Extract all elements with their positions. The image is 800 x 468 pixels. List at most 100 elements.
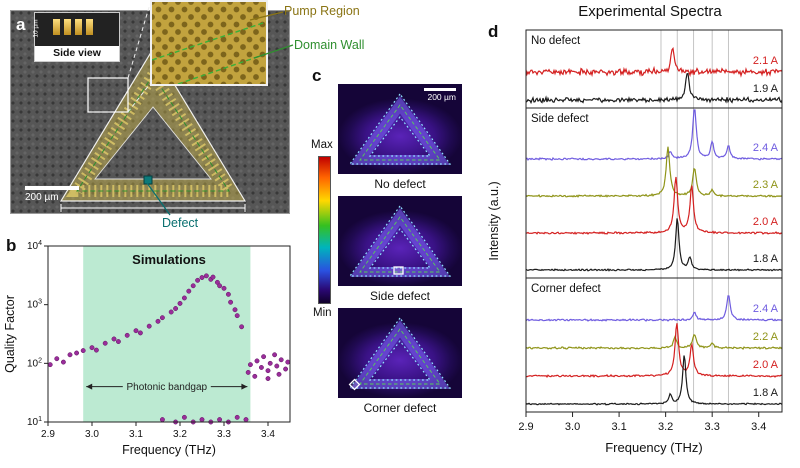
quality-factor-chart: 2.9 3.0 3.1 3.2 3.3 3.4 101 102 103 104 Simulation… bbox=[3, 240, 291, 457]
spectra-title: Experimental Spectra bbox=[578, 3, 722, 20]
scatter-point bbox=[203, 273, 209, 279]
scatter-point bbox=[89, 345, 95, 351]
scatter-point bbox=[186, 288, 192, 294]
scatter-point bbox=[199, 275, 205, 280]
scatter-point bbox=[146, 323, 152, 329]
scatter-point bbox=[217, 417, 223, 423]
scatter-point bbox=[159, 315, 165, 321]
scatter-point bbox=[54, 356, 60, 362]
heatmap-label-no-defect: No defect bbox=[374, 177, 426, 191]
colorbar-max-label: Max bbox=[311, 139, 333, 151]
qplot-ylabel: Quality Factor bbox=[3, 295, 17, 373]
spectrum-trace bbox=[525, 333, 783, 350]
spectra-ylabel: Intensity (a.u.) bbox=[487, 181, 501, 260]
y-tick-label: 103 bbox=[27, 299, 42, 311]
scatter-point bbox=[245, 369, 251, 375]
side-view-inset: 10 µm Side view bbox=[33, 12, 120, 62]
domain-wall-dashed-line bbox=[177, 53, 267, 85]
scatter-point bbox=[243, 417, 249, 423]
panel-a: 200 µm 10 µm Side view a Defect bbox=[4, 0, 304, 240]
colorbar-min-label: Min bbox=[313, 307, 332, 319]
x-tick-label: 3.0 bbox=[85, 429, 99, 440]
defect-marker bbox=[143, 175, 153, 185]
y-tick-label: 101 bbox=[27, 416, 42, 428]
zoom-inset-domain-walls bbox=[151, 21, 267, 85]
inner-triangle-outline bbox=[94, 106, 212, 180]
x-tick-label: 3.2 bbox=[658, 421, 673, 433]
ring-band bbox=[350, 94, 450, 164]
domain-wall-line bbox=[76, 74, 230, 192]
trace-current-label: 2.4 A bbox=[753, 142, 779, 154]
trace-current-label: 2.4 A bbox=[753, 303, 779, 315]
scatter-point bbox=[274, 363, 280, 369]
scatter-point bbox=[181, 295, 187, 301]
scatter-point bbox=[265, 368, 271, 374]
heatmap-corner-defect bbox=[338, 308, 462, 398]
scatter-point bbox=[261, 354, 267, 360]
trace-current-label: 2.0 A bbox=[753, 216, 779, 228]
scatter-point bbox=[239, 324, 245, 330]
x-tick-label: 2.9 bbox=[41, 429, 55, 440]
x-tick-label: 3.1 bbox=[129, 429, 143, 440]
scalebar-c-label: 200 µm bbox=[427, 91, 456, 102]
heatmap-side-defect bbox=[338, 196, 462, 286]
trace-current-label: 1.9 A bbox=[753, 83, 779, 95]
scatter-point bbox=[177, 300, 183, 306]
scatter-point bbox=[195, 277, 201, 283]
spectrum-trace bbox=[525, 146, 783, 198]
trace-current-label: 2.3 A bbox=[753, 179, 779, 191]
group-label: Side defect bbox=[531, 113, 589, 125]
spectra-xlabel: Frequency (THz) bbox=[605, 440, 703, 455]
scatter-point bbox=[267, 360, 273, 366]
heatmap-no-defect: 200 µm bbox=[338, 84, 462, 174]
ring-inner bbox=[368, 228, 432, 269]
pump-region-label: Pump Region bbox=[284, 4, 360, 18]
panel-letter-a: a bbox=[16, 15, 26, 34]
spectrum-trace bbox=[525, 109, 783, 161]
scatter-point bbox=[74, 350, 80, 356]
group-label: Corner defect bbox=[531, 283, 601, 295]
photonic-bandgap-region bbox=[83, 246, 251, 422]
heatmap-label-side-defect: Side defect bbox=[369, 289, 431, 303]
trace-current-label: 2.2 A bbox=[753, 331, 779, 343]
scatter-point bbox=[285, 359, 291, 365]
scatter-point bbox=[111, 336, 117, 342]
trace-current-label: 2.1 A bbox=[753, 55, 779, 67]
scatter-point bbox=[124, 332, 130, 338]
pillar-bar bbox=[75, 19, 82, 35]
arrowhead-right bbox=[241, 383, 248, 390]
spectrum-trace bbox=[525, 295, 783, 322]
spectrum-trace bbox=[525, 72, 783, 105]
domain-wall-label: Domain Wall bbox=[294, 38, 365, 52]
scatter-point bbox=[214, 279, 220, 285]
defect-label: Defect bbox=[162, 216, 199, 230]
pillar-bars bbox=[53, 19, 97, 40]
scalebar-c-bar bbox=[424, 88, 456, 91]
heatmap-label-corner-defect: Corner defect bbox=[363, 401, 437, 415]
scatter-point bbox=[247, 362, 253, 368]
corner-defect-marker bbox=[348, 378, 361, 391]
scatter-point bbox=[133, 328, 139, 334]
heatmap-side-defect-overlay bbox=[348, 204, 452, 277]
spectrum-trace bbox=[525, 355, 783, 406]
colorbar bbox=[318, 156, 331, 304]
scatter-point bbox=[228, 299, 234, 305]
group-label: No defect bbox=[531, 35, 581, 47]
y-tick-label: 102 bbox=[27, 357, 42, 369]
pillar-bar bbox=[64, 19, 71, 35]
scatter-point bbox=[67, 352, 73, 358]
scatter-point bbox=[254, 358, 260, 364]
plot-border bbox=[525, 29, 783, 413]
panel-letter-c: c bbox=[312, 66, 322, 85]
scatter-point bbox=[234, 414, 240, 420]
scatter-point bbox=[252, 373, 258, 379]
panel-letter-b: b bbox=[6, 236, 17, 255]
scatter-point bbox=[47, 362, 53, 368]
heatmap-corner-defect-overlay bbox=[348, 316, 452, 391]
scatter-point bbox=[210, 274, 216, 280]
pillar-bar bbox=[86, 19, 93, 35]
scatter-point bbox=[168, 309, 174, 315]
x-tick-label: 3.2 bbox=[173, 429, 187, 440]
spectra-chart: 2.1 A 1.9 A No defect 2.4 A 2.3 A 2.0 A 1.8 A S… bbox=[487, 29, 783, 455]
x-tick-label: 3.0 bbox=[565, 421, 580, 433]
